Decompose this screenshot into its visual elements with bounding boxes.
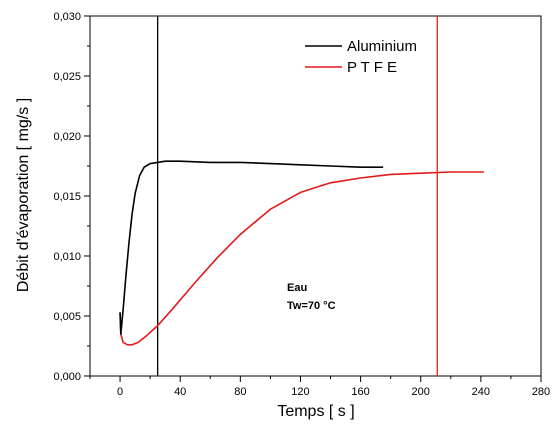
y-tick-label: 0,015	[53, 191, 81, 203]
legend-label-ptfe: P T F E	[347, 59, 397, 76]
series-line-aluminium	[119, 160, 384, 335]
x-tick-label: 280	[532, 386, 550, 398]
x-tick-label: 0	[117, 386, 123, 398]
y-axis-title: Débit d'évaporation [ mg/s ]	[15, 98, 32, 292]
annotation-wall-temperature: Tw=70 °C	[287, 300, 336, 312]
legend-label-aluminium: Aluminium	[347, 38, 417, 55]
x-tick-label: 160	[351, 386, 369, 398]
x-tick-label: 200	[412, 386, 430, 398]
y-tick-label: 0,000	[53, 371, 81, 383]
x-tick-label: 40	[174, 386, 186, 398]
x-tick-label: 80	[234, 386, 246, 398]
x-tick-label: 240	[472, 386, 490, 398]
x-axis-title: Temps [ s ]	[277, 403, 354, 420]
x-tick-label: 120	[291, 386, 309, 398]
legend: Aluminium P T F E	[305, 38, 417, 76]
annotation-fluid: Eau	[287, 282, 307, 294]
y-tick-label: 0,005	[53, 311, 81, 323]
y-tick-label: 0,010	[53, 251, 81, 263]
y-tick-label: 0,025	[53, 71, 81, 83]
series-line-ptfe	[119, 171, 484, 346]
y-tick-label: 0,020	[53, 131, 81, 143]
y-tick-label: 0,030	[53, 11, 81, 23]
